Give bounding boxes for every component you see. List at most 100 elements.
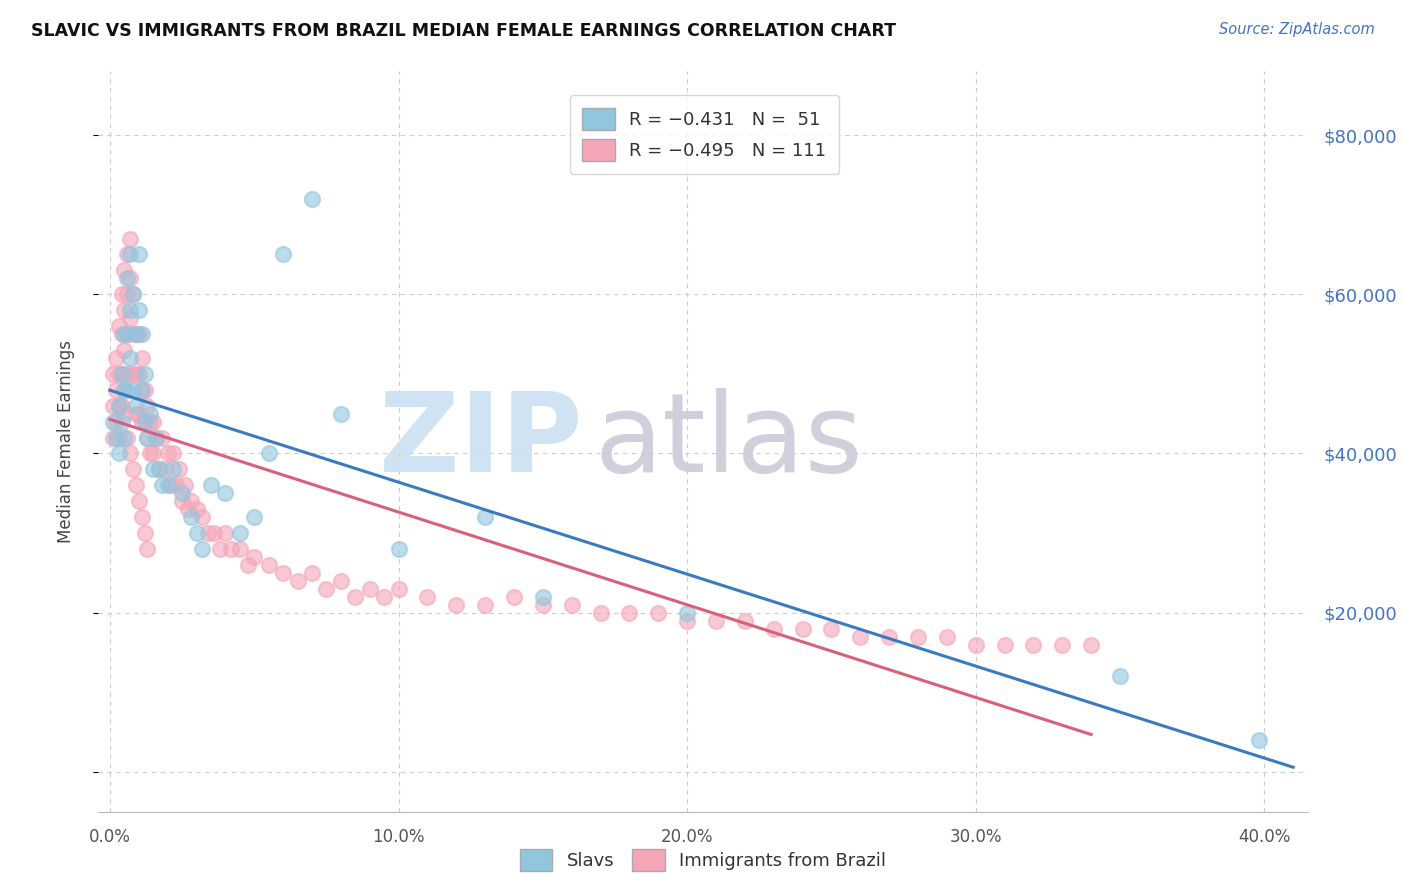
Point — [935, 630, 957, 644]
Point — [561, 598, 583, 612]
Point — [128, 367, 150, 381]
Point — [107, 367, 129, 381]
Point — [474, 598, 496, 612]
Point — [139, 407, 162, 421]
Point — [112, 343, 135, 357]
Point — [762, 622, 785, 636]
Point — [125, 399, 148, 413]
Point — [156, 446, 179, 460]
Point — [287, 574, 309, 588]
Point — [214, 526, 236, 541]
Point — [107, 446, 129, 460]
Point — [112, 383, 135, 397]
Point — [849, 630, 872, 644]
Point — [112, 407, 135, 421]
Point — [219, 541, 242, 556]
Point — [112, 303, 135, 318]
Point — [134, 367, 156, 381]
Point — [122, 367, 145, 381]
Point — [107, 399, 129, 413]
Point — [150, 431, 173, 445]
Point — [162, 446, 184, 460]
Point — [120, 247, 142, 261]
Point — [229, 526, 252, 541]
Point — [165, 478, 187, 492]
Point — [134, 526, 156, 541]
Point — [139, 415, 162, 429]
Point — [101, 415, 124, 429]
Point — [117, 383, 139, 397]
Point — [191, 510, 214, 524]
Point — [647, 606, 669, 620]
Point — [1052, 638, 1074, 652]
Point — [238, 558, 260, 572]
Point — [101, 399, 124, 413]
Point — [120, 311, 142, 326]
Point — [148, 462, 170, 476]
Point — [120, 351, 142, 365]
Point — [1080, 638, 1102, 652]
Point — [104, 431, 127, 445]
Point — [214, 486, 236, 500]
Point — [734, 614, 756, 628]
Point — [186, 502, 208, 516]
Point — [104, 383, 127, 397]
Point — [128, 494, 150, 508]
Point — [167, 462, 190, 476]
Point — [243, 510, 266, 524]
Point — [139, 446, 162, 460]
Point — [110, 367, 132, 381]
Point — [110, 399, 132, 413]
Point — [134, 415, 156, 429]
Point — [200, 478, 222, 492]
Text: Source: ZipAtlas.com: Source: ZipAtlas.com — [1219, 22, 1375, 37]
Point — [446, 598, 468, 612]
Point — [820, 622, 842, 636]
Point — [619, 606, 641, 620]
Point — [271, 566, 294, 580]
Point — [128, 407, 150, 421]
Point — [329, 574, 352, 588]
Point — [122, 383, 145, 397]
Point — [180, 510, 202, 524]
Point — [104, 415, 127, 429]
Text: SLAVIC VS IMMIGRANTS FROM BRAZIL MEDIAN FEMALE EARNINGS CORRELATION CHART: SLAVIC VS IMMIGRANTS FROM BRAZIL MEDIAN … — [31, 22, 896, 40]
Point — [229, 541, 252, 556]
Point — [676, 606, 699, 620]
Point — [162, 462, 184, 476]
Text: ZIP: ZIP — [378, 388, 582, 495]
Point — [128, 303, 150, 318]
Point — [148, 462, 170, 476]
Point — [172, 494, 194, 508]
Point — [145, 431, 167, 445]
Point — [965, 638, 987, 652]
Point — [117, 367, 139, 381]
Point — [122, 327, 145, 342]
Point — [122, 462, 145, 476]
Point — [122, 287, 145, 301]
Point — [142, 446, 165, 460]
Point — [993, 638, 1015, 652]
Point — [257, 558, 280, 572]
Point — [112, 431, 135, 445]
Point — [120, 271, 142, 285]
Point — [112, 327, 135, 342]
Point — [180, 494, 202, 508]
Point — [136, 399, 159, 413]
Point — [131, 327, 153, 342]
Point — [142, 415, 165, 429]
Point — [134, 415, 156, 429]
Point — [159, 478, 181, 492]
Point — [301, 566, 323, 580]
Point — [120, 446, 142, 460]
Point — [110, 415, 132, 429]
Point — [104, 351, 127, 365]
Point — [589, 606, 612, 620]
Legend: Slavs, Immigrants from Brazil: Slavs, Immigrants from Brazil — [513, 842, 893, 879]
Point — [122, 287, 145, 301]
Point — [329, 407, 352, 421]
Point — [531, 598, 554, 612]
Point — [792, 622, 814, 636]
Point — [153, 462, 176, 476]
Point — [474, 510, 496, 524]
